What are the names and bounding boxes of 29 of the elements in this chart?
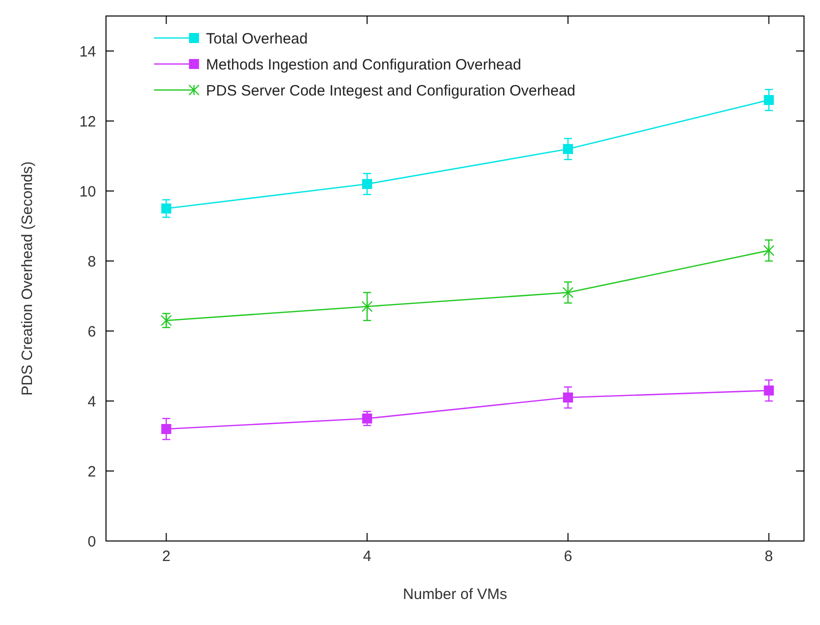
y-axis-title: PDS Creation Overhead (Seconds) [19,161,36,396]
x-axis-title: Number of VMs [402,586,508,603]
legend-label: Methods Ingestion and Configuration Overhead [206,56,522,74]
y-tick-label: 14 [79,43,96,60]
y-tick-label: 6 [88,323,96,340]
point [562,286,574,298]
y-tick-label: 4 [88,393,96,410]
y-tick-label: 0 [88,533,96,550]
point [764,386,774,396]
point [562,392,573,402]
point [362,179,372,189]
y-tick-label: 10 [79,183,96,200]
point [160,314,172,326]
x-tick-label: 6 [564,548,572,565]
x-tick-label: 4 [362,548,372,565]
x-tick-label: 2 [162,548,170,565]
legend-label: PDS Server Code Integest and Configuration Overhead [206,82,576,100]
point [161,204,172,214]
y-tick-label: 8 [88,253,96,270]
point [562,144,573,154]
point [362,414,372,424]
y-tick-label: 2 [88,463,96,480]
point [161,424,172,434]
y-tick-label: 12 [79,113,96,130]
point [763,244,774,256]
point [764,95,774,105]
point [362,300,373,312]
legend-label: Total Overhead [206,30,308,48]
x-tick-label: 8 [764,548,774,565]
